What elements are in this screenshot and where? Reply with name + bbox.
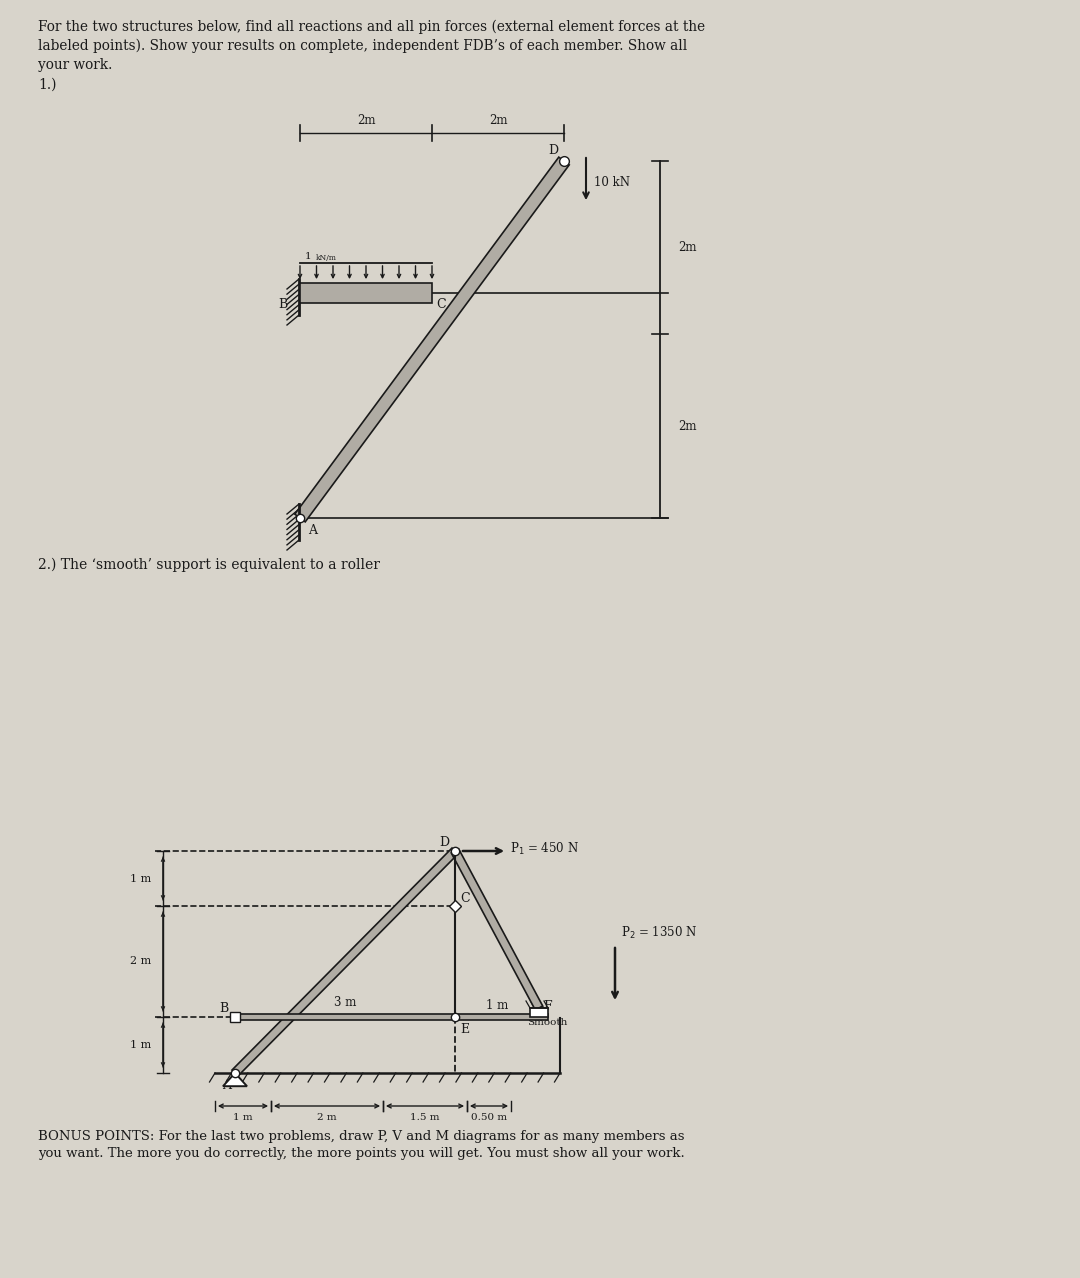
Text: 1.): 1.) <box>38 78 56 92</box>
Text: E: E <box>460 1022 469 1036</box>
Text: 0.50 m: 0.50 m <box>471 1113 508 1122</box>
Text: 1 m: 1 m <box>233 1113 253 1122</box>
Polygon shape <box>232 849 458 1076</box>
Text: For the two structures below, find all reactions and all pin forces (external el: For the two structures below, find all r… <box>38 20 705 72</box>
Text: 2m: 2m <box>356 114 375 127</box>
Text: F: F <box>543 999 552 1013</box>
Text: 10 kN: 10 kN <box>594 176 630 189</box>
Text: P$_2$ = 1350 N: P$_2$ = 1350 N <box>621 925 698 941</box>
Text: B: B <box>219 1002 229 1015</box>
Text: BONUS POINTS: For the last two problems, draw P, V and M diagrams for as many me: BONUS POINTS: For the last two problems,… <box>38 1130 685 1160</box>
Polygon shape <box>295 157 569 521</box>
Text: D: D <box>438 836 449 849</box>
Text: kN/m: kN/m <box>316 253 337 262</box>
Text: 2m: 2m <box>489 114 508 127</box>
Text: 3 m: 3 m <box>334 996 356 1010</box>
Text: 2 m: 2 m <box>130 956 151 966</box>
Bar <box>300 282 432 303</box>
Text: A: A <box>222 1079 231 1091</box>
Text: Smooth: Smooth <box>527 1019 567 1028</box>
Text: 1 m: 1 m <box>130 873 151 883</box>
Polygon shape <box>451 849 543 1010</box>
Text: C: C <box>436 298 446 311</box>
Polygon shape <box>222 1074 247 1086</box>
Polygon shape <box>235 1015 548 1020</box>
Text: A: A <box>308 524 318 537</box>
Text: 2m: 2m <box>678 242 697 254</box>
Text: 2.) The ‘smooth’ support is equivalent to a roller: 2.) The ‘smooth’ support is equivalent t… <box>38 558 380 573</box>
Text: 1: 1 <box>305 252 312 261</box>
Text: 1 m: 1 m <box>486 999 508 1012</box>
Text: P$_1$ = 450 N: P$_1$ = 450 N <box>510 841 579 858</box>
Text: 1 m: 1 m <box>130 1040 151 1051</box>
Bar <box>530 1008 548 1017</box>
Text: B: B <box>279 298 288 311</box>
Text: 2m: 2m <box>678 419 697 432</box>
Text: C: C <box>460 892 470 905</box>
Text: D: D <box>548 144 558 157</box>
Text: 2 m: 2 m <box>318 1113 337 1122</box>
Text: 1.5 m: 1.5 m <box>410 1113 440 1122</box>
